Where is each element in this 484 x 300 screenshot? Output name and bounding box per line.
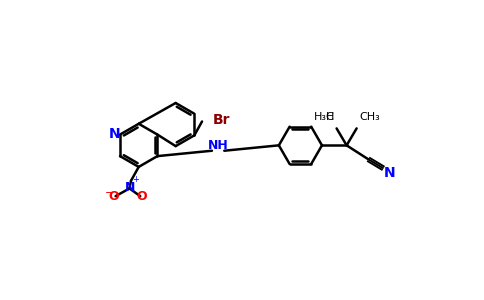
Text: NH: NH [208,139,228,152]
Text: −: − [105,188,114,198]
Text: Br: Br [213,113,230,127]
Text: CH₃: CH₃ [359,112,379,122]
Text: N: N [384,166,395,180]
Text: O: O [109,190,120,203]
Text: O: O [136,190,147,203]
Text: +: + [133,175,139,184]
Text: H: H [326,112,334,122]
Text: N: N [125,181,136,194]
Text: H₃C: H₃C [314,112,334,122]
Text: N: N [109,127,121,141]
